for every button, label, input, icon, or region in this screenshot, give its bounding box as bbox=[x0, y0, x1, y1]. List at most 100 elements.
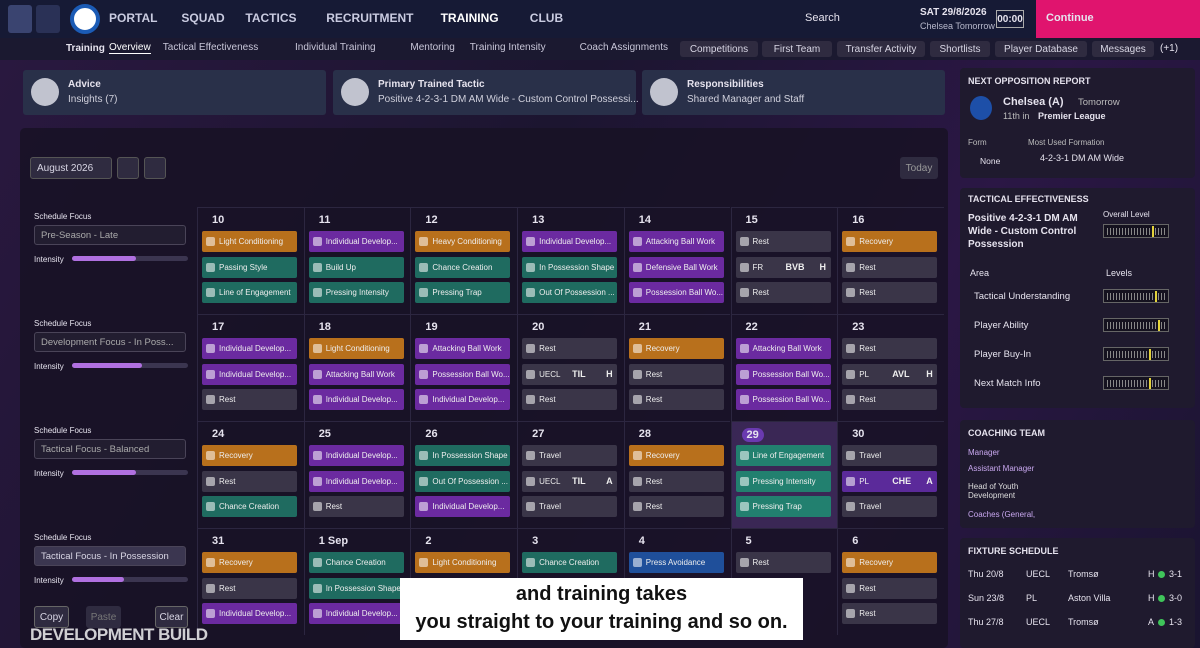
day-cell[interactable]: 18 Light Conditioning Attacking Ball Work I… bbox=[303, 314, 411, 421]
session[interactable]: Recovery bbox=[202, 552, 297, 573]
session[interactable]: Rest bbox=[842, 282, 938, 304]
session[interactable]: Rest bbox=[842, 603, 938, 625]
focus-select[interactable]: Tactical Focus - In Possession bbox=[34, 546, 186, 566]
session[interactable]: Individual Develop... bbox=[308, 231, 404, 252]
session[interactable]: Build Up bbox=[308, 256, 404, 278]
session[interactable]: Travel bbox=[522, 496, 618, 518]
day-cell[interactable]: 27 Travel UECL TIL A Travel bbox=[517, 421, 624, 528]
tab[interactable]: Mentoring bbox=[410, 42, 455, 53]
session[interactable]: Rest bbox=[628, 363, 724, 385]
nav-item[interactable]: PORTAL bbox=[109, 11, 158, 25]
day-cell[interactable]: 29 Line of Engagement Pressing Intensity Pr… bbox=[730, 421, 838, 528]
session[interactable]: Rest bbox=[628, 470, 724, 492]
sub-button[interactable]: Transfer Activity bbox=[837, 41, 925, 57]
day-cell[interactable]: 31 Recovery Rest Individual Develop... bbox=[197, 528, 304, 635]
coach-role[interactable]: Assistant Manager bbox=[968, 464, 1035, 473]
session[interactable]: PL AVL H bbox=[842, 363, 938, 385]
tab[interactable]: Tactical Effectiveness bbox=[162, 42, 259, 53]
session[interactable]: Light Conditioning bbox=[202, 231, 297, 252]
session[interactable]: Pressing Intensity bbox=[308, 282, 404, 304]
session[interactable]: Recovery bbox=[202, 445, 297, 466]
nav-item[interactable]: TRAINING bbox=[440, 11, 499, 25]
session[interactable]: Rest bbox=[735, 231, 831, 252]
session[interactable]: Light Conditioning bbox=[308, 338, 404, 359]
info-card[interactable]: Responsibilities Shared Manager and Staff bbox=[642, 70, 945, 115]
session[interactable]: Rest bbox=[842, 338, 938, 359]
session[interactable]: Pressing Intensity bbox=[735, 470, 831, 492]
session[interactable]: Rest bbox=[735, 552, 831, 573]
day-cell[interactable]: 22 Attacking Ball Work Possession Ball Wo.… bbox=[730, 314, 838, 421]
day-cell[interactable]: 30 Travel PL CHE A Travel bbox=[837, 421, 944, 528]
today-button[interactable]: Today bbox=[900, 157, 938, 179]
session[interactable]: Rest bbox=[202, 389, 297, 411]
session[interactable]: Rest bbox=[628, 389, 724, 411]
session[interactable]: Individual Develop... bbox=[308, 445, 404, 466]
info-card[interactable]: Advice Insights (7) bbox=[23, 70, 326, 115]
action-button[interactable]: Copy bbox=[34, 606, 69, 628]
info-card[interactable]: Primary Trained Tactic Positive 4-2-3-1 D… bbox=[333, 70, 639, 115]
session[interactable]: Chance Creation bbox=[202, 496, 297, 518]
day-cell[interactable]: 14 Attacking Ball Work Defensive Ball Work… bbox=[623, 207, 731, 314]
session[interactable]: Individual Develop... bbox=[308, 470, 404, 492]
next-month[interactable] bbox=[144, 157, 166, 179]
session[interactable]: Individual Develop... bbox=[415, 496, 511, 518]
session[interactable]: In Possession Shape bbox=[522, 256, 618, 278]
session[interactable]: Recovery bbox=[628, 445, 724, 466]
session[interactable]: Individual Develop... bbox=[202, 603, 297, 625]
session[interactable]: Recovery bbox=[842, 231, 938, 252]
tab[interactable]: Coach Assignments bbox=[579, 42, 668, 53]
session[interactable]: Defensive Ball Work bbox=[628, 256, 724, 278]
session[interactable]: Travel bbox=[842, 496, 938, 518]
session[interactable]: Possession Ball Wo... bbox=[415, 363, 511, 385]
session[interactable]: Press Avoidance bbox=[628, 552, 724, 573]
day-cell[interactable]: 21 Recovery Rest Rest bbox=[623, 314, 731, 421]
prev-month[interactable] bbox=[117, 157, 139, 179]
action-button[interactable]: Paste bbox=[86, 606, 121, 628]
tab[interactable]: Training Intensity bbox=[469, 42, 546, 53]
session[interactable]: Pressing Trap bbox=[415, 282, 511, 304]
session[interactable]: Rest bbox=[522, 338, 618, 359]
more[interactable]: (+1) bbox=[1160, 43, 1179, 54]
day-cell[interactable]: 4 Press Avoidance bbox=[623, 528, 731, 635]
session[interactable]: Attacking Ball Work bbox=[308, 363, 404, 385]
session[interactable]: Pressing Trap bbox=[735, 496, 831, 518]
day-cell[interactable]: 1 Sep Chance Creation In Possession Shape I… bbox=[303, 528, 411, 635]
session[interactable]: FR BVB H bbox=[735, 256, 831, 278]
sub-button[interactable]: Messages bbox=[1092, 41, 1154, 57]
session[interactable]: Individual Develop... bbox=[522, 231, 618, 252]
day-cell[interactable]: 28 Recovery Rest Rest bbox=[623, 421, 731, 528]
session[interactable]: Rest bbox=[628, 496, 724, 518]
session[interactable]: Rest bbox=[308, 496, 404, 518]
session[interactable]: Chance Creation bbox=[415, 256, 511, 278]
nav-item[interactable]: SQUAD bbox=[181, 11, 225, 25]
team-name[interactable]: Chelsea (A) bbox=[1003, 96, 1064, 108]
day-cell[interactable]: 12 Heavy Conditioning Chance Creation Press… bbox=[410, 207, 518, 314]
session[interactable]: Attacking Ball Work bbox=[735, 338, 831, 359]
session[interactable]: Rest bbox=[842, 577, 938, 599]
month-select[interactable]: August 2026 bbox=[30, 157, 112, 179]
day-cell[interactable]: 25 Individual Develop... Individual Develo… bbox=[303, 421, 411, 528]
session[interactable]: In Possession Shape bbox=[308, 577, 404, 599]
session[interactable]: Rest bbox=[202, 470, 297, 492]
tab[interactable]: Individual Training bbox=[295, 42, 376, 53]
session[interactable]: PL CHE A bbox=[842, 470, 938, 492]
nav-item[interactable]: RECRUITMENT bbox=[326, 11, 414, 25]
session[interactable]: Rest bbox=[842, 256, 938, 278]
day-cell[interactable]: 20 Rest UECL TIL H Rest bbox=[517, 314, 624, 421]
session[interactable]: Recovery bbox=[842, 552, 938, 573]
day-cell[interactable]: 23 Rest PL AVL H Rest bbox=[837, 314, 944, 421]
day-cell[interactable]: 24 Recovery Rest Chance Creation bbox=[197, 421, 304, 528]
forward-button[interactable] bbox=[36, 5, 60, 33]
session[interactable]: In Possession Shape bbox=[415, 445, 511, 466]
tab[interactable]: Overview bbox=[109, 42, 151, 54]
session[interactable]: Individual Develop... bbox=[308, 603, 404, 625]
continue-button[interactable]: Continue bbox=[1036, 0, 1200, 38]
back-button[interactable] bbox=[8, 5, 32, 33]
session[interactable]: Possession Ball Wo... bbox=[735, 389, 831, 411]
focus-select[interactable]: Pre-Season - Late bbox=[34, 225, 186, 245]
day-cell[interactable]: 10 Light Conditioning Passing Style Line of… bbox=[197, 207, 304, 314]
session[interactable]: Individual Develop... bbox=[415, 389, 511, 411]
day-cell[interactable]: 11 Individual Develop... Build Up Pressing … bbox=[303, 207, 411, 314]
session[interactable]: Attacking Ball Work bbox=[628, 231, 724, 252]
session[interactable]: Individual Develop... bbox=[202, 338, 297, 359]
